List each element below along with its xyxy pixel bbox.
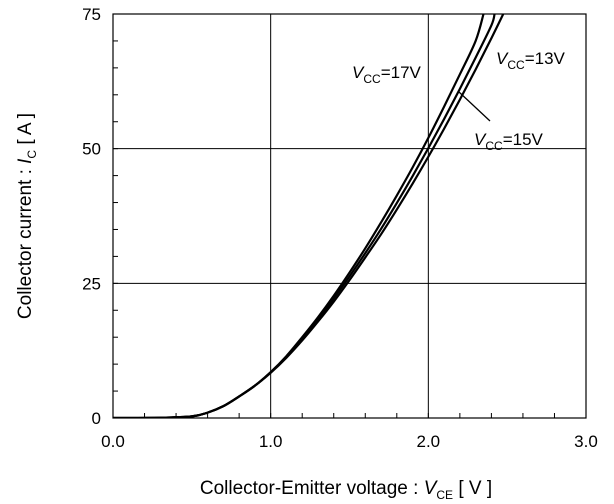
x-tick-label: 2.0 bbox=[417, 432, 441, 451]
x-tick-label: 3.0 bbox=[574, 432, 598, 451]
plot-area bbox=[113, 14, 586, 418]
grid-lines bbox=[113, 14, 586, 418]
y-tick-label: 0 bbox=[92, 409, 101, 428]
vcc15-leader-line bbox=[458, 91, 491, 122]
x-tick-label: 0.0 bbox=[101, 432, 125, 451]
x-axis-label: Collector-Emitter voltage : VCE [ V ] bbox=[200, 478, 492, 502]
y-tick-label: 25 bbox=[82, 274, 101, 293]
plot-frame bbox=[112, 13, 587, 419]
y-tick-labels: 0 25 50 75 bbox=[82, 5, 101, 428]
series-label-vcc15: VCC=15V bbox=[474, 130, 544, 153]
y-tick-label: 75 bbox=[82, 5, 101, 24]
x-tick-labels: 0.0 1.0 2.0 3.0 bbox=[101, 432, 598, 451]
series-label-vcc13: VCC=13V bbox=[496, 49, 566, 72]
series-line-vcc-13v bbox=[113, 14, 505, 418]
y-tick-label: 50 bbox=[82, 140, 101, 159]
series-label-vcc17: VCC=17V bbox=[352, 63, 422, 86]
y-axis-label: Collector current : IC [ A ] bbox=[15, 113, 39, 319]
x-tick-label: 1.0 bbox=[259, 432, 283, 451]
minor-ticks bbox=[112, 13, 587, 419]
series-lines bbox=[113, 14, 505, 418]
